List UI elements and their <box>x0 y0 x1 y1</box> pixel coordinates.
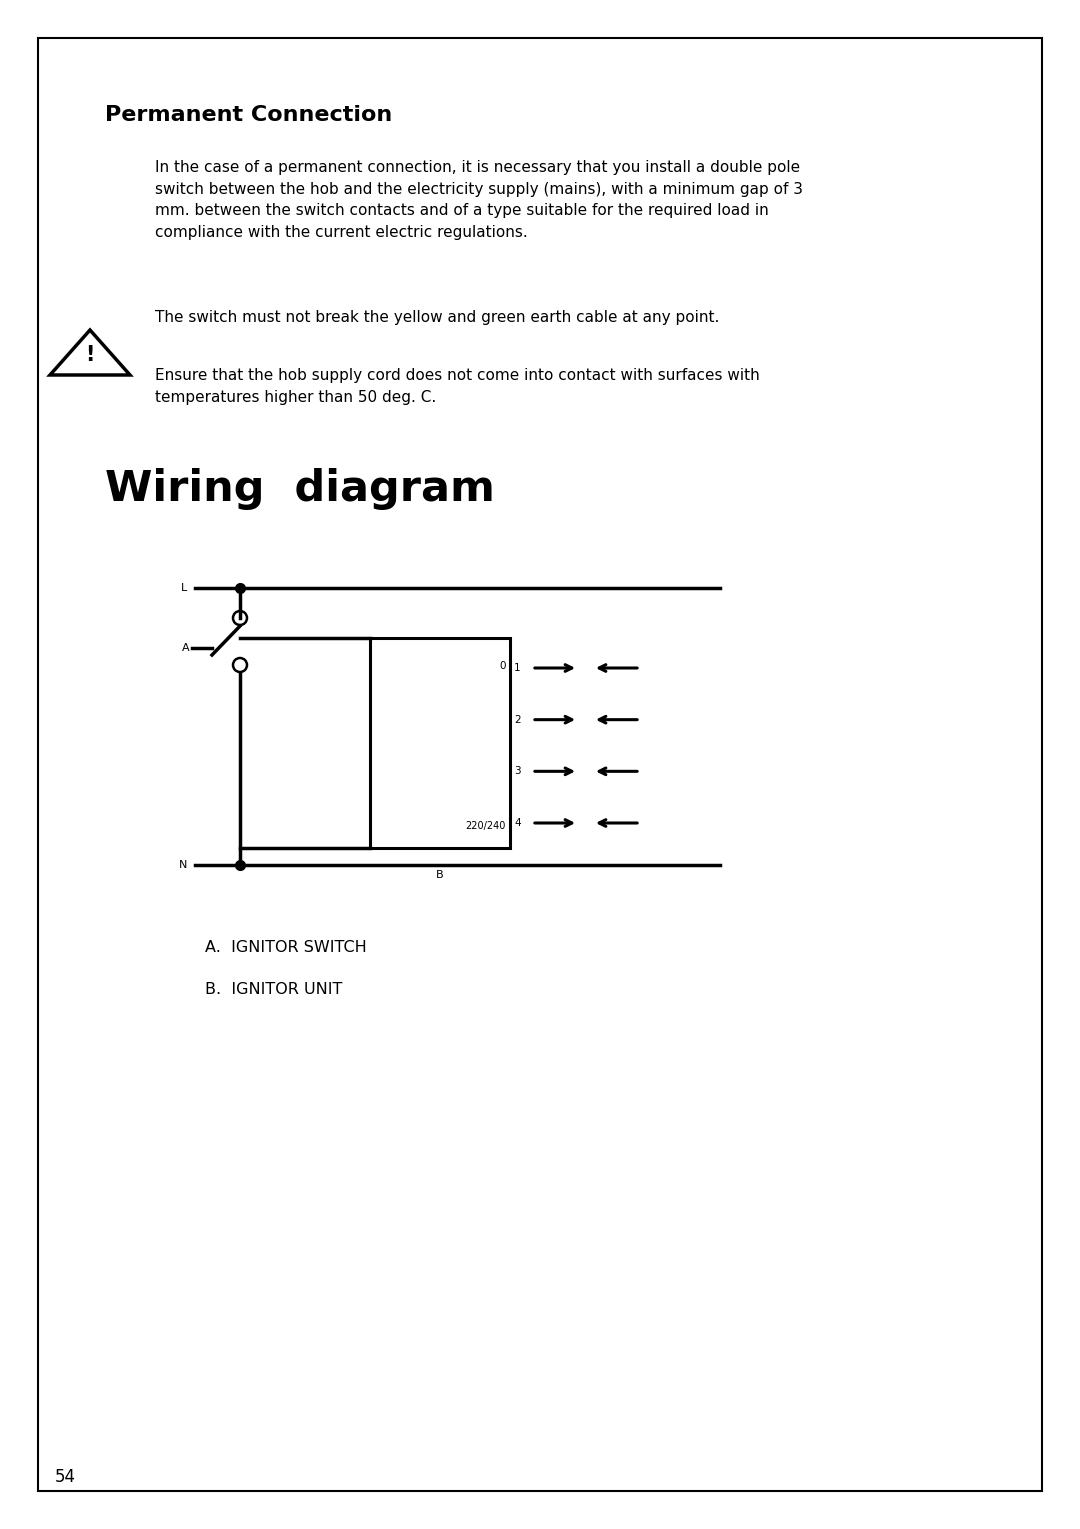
Text: N: N <box>178 859 187 870</box>
Bar <box>370 638 510 849</box>
Text: Wiring  diagram: Wiring diagram <box>105 468 495 511</box>
Text: Ensure that the hob supply cord does not come into contact with surfaces with
te: Ensure that the hob supply cord does not… <box>156 368 759 405</box>
Text: B.  IGNITOR UNIT: B. IGNITOR UNIT <box>205 982 342 997</box>
Text: B: B <box>436 870 444 881</box>
Text: Permanent Connection: Permanent Connection <box>105 106 392 125</box>
Text: 54: 54 <box>55 1468 76 1486</box>
Text: 0: 0 <box>499 661 507 671</box>
Text: In the case of a permanent connection, it is necessary that you install a double: In the case of a permanent connection, i… <box>156 161 804 240</box>
Text: 2: 2 <box>514 714 521 725</box>
Text: 1: 1 <box>514 664 521 673</box>
Text: L: L <box>180 583 187 593</box>
Text: A.  IGNITOR SWITCH: A. IGNITOR SWITCH <box>205 940 367 956</box>
Text: The switch must not break the yellow and green earth cable at any point.: The switch must not break the yellow and… <box>156 310 719 326</box>
Text: 4: 4 <box>514 818 521 829</box>
Text: 3: 3 <box>514 766 521 777</box>
Text: A: A <box>183 644 190 653</box>
Text: 220/240: 220/240 <box>465 821 507 830</box>
Text: !: ! <box>85 344 95 365</box>
